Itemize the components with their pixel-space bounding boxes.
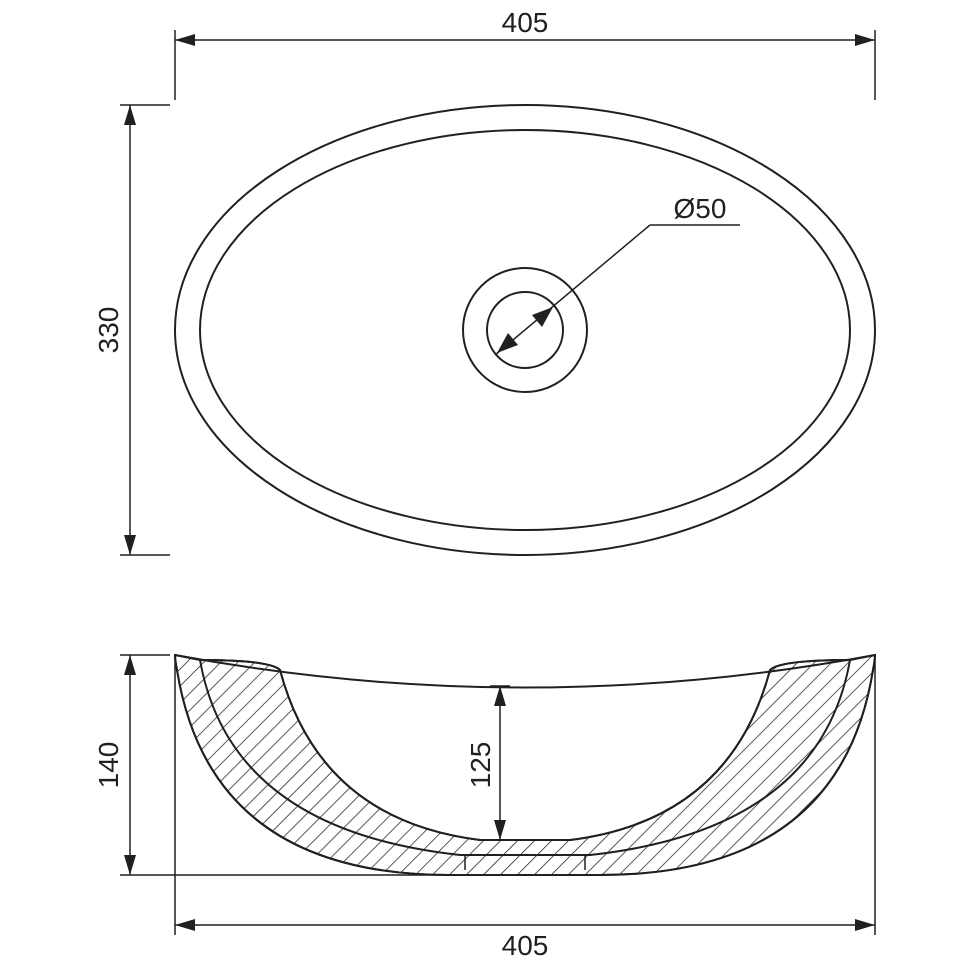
- dim-top-height: 330: [93, 105, 170, 555]
- technical-drawing: 405 330 Ø50: [0, 0, 965, 965]
- dim-inner-depth-label: 125: [465, 742, 496, 789]
- section-view: [175, 655, 875, 875]
- dim-top-width: 405: [175, 7, 875, 100]
- dim-top-height-label: 330: [93, 307, 124, 354]
- dim-drain-diameter: Ø50: [495, 193, 740, 355]
- dim-inner-depth: 125: [465, 686, 510, 840]
- dim-top-width-label: 405: [502, 7, 549, 38]
- dim-drain-label: Ø50: [674, 193, 727, 224]
- dim-section-height-label: 140: [93, 742, 124, 789]
- dim-section-width-label: 405: [502, 930, 549, 961]
